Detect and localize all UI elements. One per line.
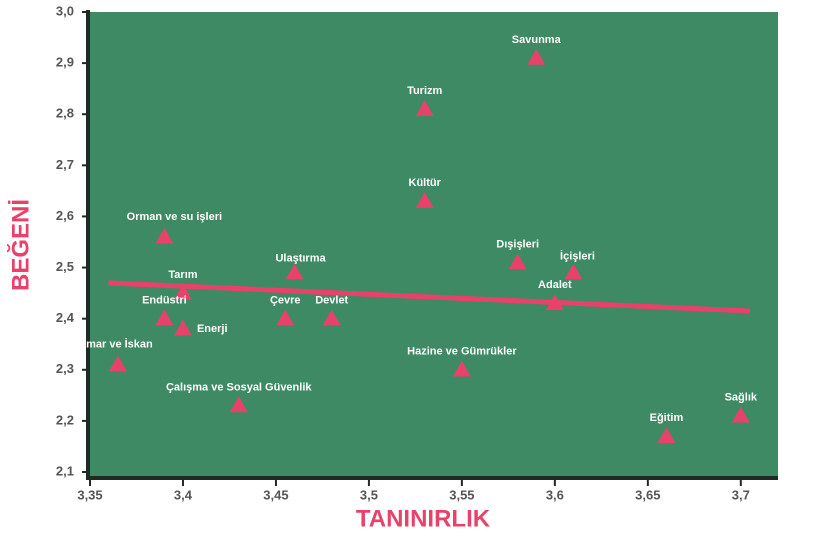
point — [508, 253, 527, 270]
point — [229, 396, 248, 413]
point-label: Tarım — [168, 269, 197, 281]
point — [545, 294, 564, 311]
x-tick-label: 3,65 — [635, 487, 660, 502]
point — [731, 406, 750, 423]
point — [415, 192, 434, 208]
point-label: Hazine ve Gümrükler — [407, 346, 517, 358]
point — [415, 100, 434, 116]
x-tick-label: 3,55 — [449, 487, 474, 502]
x-tick-label: 3,45 — [263, 487, 288, 502]
point — [285, 263, 304, 280]
point — [108, 355, 127, 372]
plot-background — [90, 12, 778, 478]
point-label: Turizm — [407, 85, 442, 97]
y-tick-label: 2,7 — [56, 157, 74, 172]
y-tick-label: 2,3 — [56, 361, 74, 376]
point-label: Dışişleri — [496, 238, 539, 250]
point — [155, 309, 174, 326]
point-label: İçişleri — [560, 250, 595, 263]
y-tick-label: 2,8 — [56, 106, 74, 121]
y-tick-label: 2,5 — [56, 259, 74, 274]
point — [322, 309, 341, 326]
x-tick-label: 3,7 — [732, 487, 750, 502]
point-label: Çevre — [270, 295, 301, 307]
point-label: Adalet — [538, 279, 572, 291]
y-tick-label: 2,2 — [56, 412, 74, 427]
point — [173, 319, 192, 336]
point-label: Endüstri — [142, 295, 187, 307]
point-label: Çalışma ve Sosyal Güvenlik — [166, 381, 312, 393]
point-label: Ulaştırma — [275, 253, 326, 265]
point — [155, 227, 174, 244]
point — [173, 284, 192, 300]
point-label: Kültür — [409, 177, 442, 189]
point — [657, 427, 676, 443]
point-label: Orman ve su işleri — [127, 211, 222, 223]
y-axis-title: BEĞENİ — [6, 199, 34, 291]
point — [452, 360, 471, 377]
y-tick-label: 3,0 — [56, 3, 74, 18]
x-tick-label: 3,5 — [360, 487, 378, 502]
x-tick-label: 3,35 — [77, 487, 102, 502]
point-label: Enerji — [197, 323, 228, 335]
point-label: Devlet — [315, 295, 348, 307]
point-label: Savunma — [512, 34, 562, 46]
point-label: İmar ve İskan — [83, 338, 153, 351]
point — [564, 263, 583, 280]
y-tick-label: 2,9 — [56, 55, 74, 70]
point-label: Eğitim — [650, 412, 684, 424]
x-axis-title: TANINIRLIK — [356, 505, 491, 532]
trend-line — [108, 280, 751, 314]
x-tick-label: 3,6 — [546, 487, 564, 502]
y-tick-label: 2,1 — [56, 463, 74, 478]
y-tick-label: 2,6 — [56, 208, 74, 223]
y-tick-label: 2,4 — [56, 310, 75, 325]
point — [276, 309, 295, 326]
x-tick-label: 3,4 — [174, 487, 193, 502]
point-label: Sağlık — [725, 392, 758, 404]
point — [527, 49, 546, 65]
